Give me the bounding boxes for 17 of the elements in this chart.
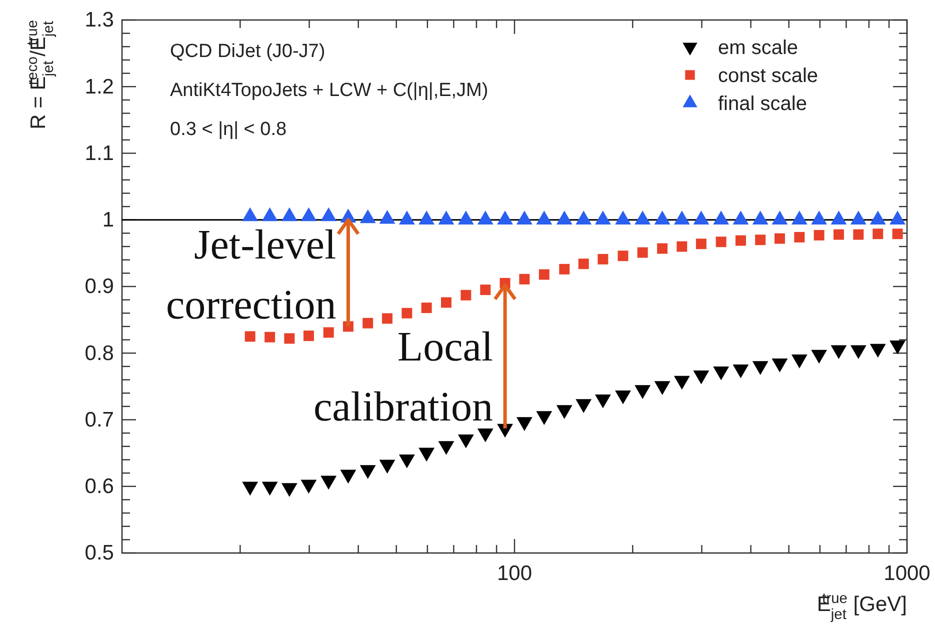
legend-label: em scale <box>718 37 798 59</box>
y-tick-label: 1.2 <box>84 75 114 98</box>
y-tick-label: 0.6 <box>84 475 114 498</box>
y-tick-label: 1 <box>102 208 114 232</box>
y-tick-label: 1.1 <box>84 142 114 165</box>
y-tick-label: 1.3 <box>84 8 114 32</box>
annotation: QCD DiJet (J0-J7) <box>170 41 326 62</box>
annotation: AntiKt4TopoJets + LCW + C(|η|,E,JM) <box>170 80 488 101</box>
y-tick-label: 0.9 <box>84 275 114 298</box>
y-tick-label: 0.5 <box>84 542 114 565</box>
legend-label: const scale <box>718 65 818 87</box>
x-tick-label: 100 <box>496 562 532 585</box>
x-tick-label: 1000 <box>884 562 930 585</box>
y-tick-label: 0.8 <box>84 342 114 365</box>
annotation: 0.3 < |η| < 0.8 <box>170 119 287 140</box>
y-tick-label: 0.7 <box>84 408 114 432</box>
legend-label: final scale <box>718 93 807 115</box>
